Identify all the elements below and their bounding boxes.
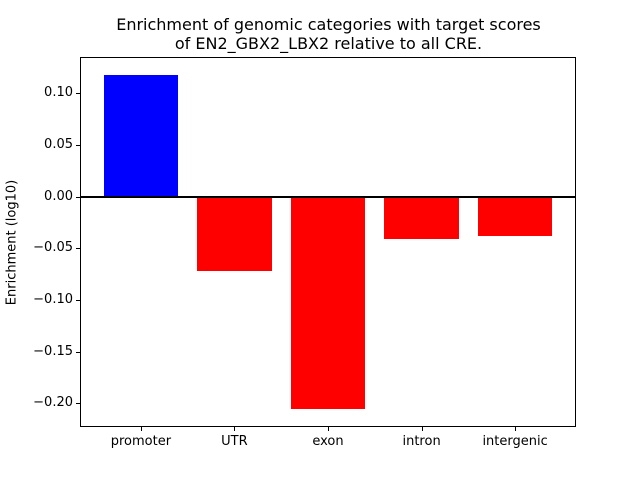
plot-area: [80, 57, 576, 427]
chart-title: Enrichment of genomic categories with ta…: [80, 15, 577, 53]
x-tick-mark: [421, 427, 423, 431]
y-tick-mark: [76, 403, 80, 405]
x-tick-mark: [234, 427, 236, 431]
bar-promoter: [103, 74, 179, 197]
y-tick-mark: [76, 351, 80, 353]
y-tick-label: 0.05: [44, 136, 73, 152]
x-tick-mark: [328, 427, 329, 431]
x-tick-label-intron: intron: [402, 434, 441, 449]
y-tick-label: −0.10: [33, 291, 73, 307]
y-tick-mark: [76, 299, 80, 301]
x-tick-mark: [515, 427, 517, 431]
bar-intron: [384, 196, 459, 239]
y-tick-mark: [76, 248, 80, 250]
y-tick-mark: [76, 196, 80, 198]
x-tick-label-exon: exon: [312, 434, 344, 449]
bar-intergenic: [477, 196, 553, 236]
zero-line: [81, 195, 575, 198]
x-tick-mark: [140, 427, 142, 431]
y-axis-label: Enrichment (log10): [4, 179, 20, 306]
y-tick-label: −0.20: [33, 395, 73, 411]
chart-title-line2: of EN2_GBX2_LBX2 relative to all CRE.: [174, 34, 483, 53]
x-tick-label-promoter: promoter: [110, 434, 172, 449]
y-tick-mark: [76, 144, 80, 146]
bar-exon: [290, 196, 366, 410]
x-tick-label-UTR: UTR: [221, 434, 248, 449]
y-tick-label: −0.15: [33, 343, 73, 359]
chart-title-line1: Enrichment of genomic categories with ta…: [116, 15, 541, 34]
y-tick-label: 0.10: [44, 85, 73, 101]
x-tick-label-intergenic: intergenic: [482, 434, 548, 449]
y-tick-label: −0.05: [33, 240, 73, 256]
bar-UTR: [197, 196, 272, 271]
y-tick-mark: [76, 93, 80, 95]
y-tick-label: 0.00: [44, 188, 73, 204]
